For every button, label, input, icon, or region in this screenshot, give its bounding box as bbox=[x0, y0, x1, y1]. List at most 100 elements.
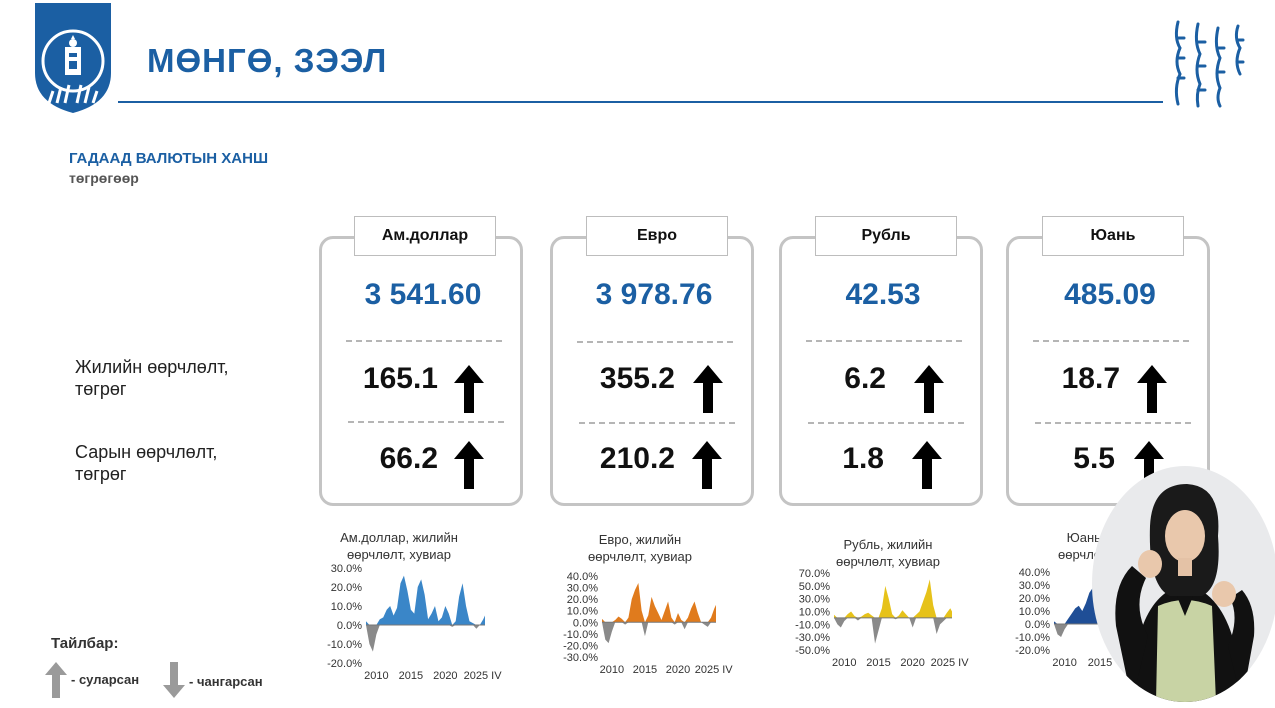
annual-change-rub: 6.2 bbox=[844, 362, 886, 395]
y-tick-label: 0.0% bbox=[573, 617, 598, 629]
annual-change-label-line1: Жилийн өөрчлөлт, bbox=[75, 357, 229, 377]
currency-rate-usd: 3 541.60 bbox=[364, 278, 482, 311]
currency-card-eur bbox=[550, 236, 754, 506]
y-tick-label: 20.0% bbox=[1019, 593, 1050, 605]
legend-down-label: - чангарсан bbox=[189, 674, 263, 689]
section-title: ГАДААД ВАЛЮТЫН ХАНШ bbox=[69, 150, 269, 167]
sign-language-interpreter-video bbox=[1092, 466, 1275, 702]
y-tick-label: 0.0% bbox=[1025, 619, 1050, 631]
chart-title-eur-line2: өөрчлөлт, хувиар bbox=[588, 549, 692, 564]
currency-name-rub: Рубль bbox=[815, 216, 957, 256]
page-title: МӨНГӨ, ЗЭЭЛ bbox=[147, 42, 388, 79]
currency-name-eur: Евро bbox=[586, 216, 728, 256]
y-tick-label: 20.0% bbox=[567, 594, 598, 606]
card-divider bbox=[348, 421, 504, 423]
y-tick-label: -20.0% bbox=[1015, 645, 1050, 657]
chart-title-rub-line1: Рубль, жилийн bbox=[843, 537, 933, 552]
negative-area bbox=[834, 617, 952, 644]
x-tick-label: 2025 IV bbox=[931, 657, 970, 669]
monthly-change-eur: 210.2 bbox=[599, 442, 675, 475]
currency-name-cny: Юань bbox=[1042, 216, 1184, 256]
y-tick-label: 20.0% bbox=[331, 582, 362, 594]
x-tick-label: 2015 bbox=[866, 657, 890, 669]
currency-rate-cny: 485.09 bbox=[1064, 278, 1156, 311]
monthly-change-usd: 66.2 bbox=[379, 442, 438, 475]
currency-card-rub bbox=[779, 236, 983, 506]
annual-change-eur: 355.2 bbox=[599, 362, 675, 395]
header-divider bbox=[118, 101, 1163, 103]
currency-card-usd bbox=[319, 236, 523, 506]
monthly-change-label: Сарын өөрчлөлт, төгрөг bbox=[75, 441, 217, 485]
card-divider bbox=[579, 422, 735, 424]
monthly-change-label-line2: төгрөг bbox=[75, 464, 127, 484]
card-divider bbox=[1033, 340, 1189, 342]
y-tick-label: -20.0% bbox=[327, 658, 362, 670]
x-tick-label: 2015 bbox=[633, 664, 657, 676]
chart-title-eur: Евро, жилийн өөрчлөлт, хувиар bbox=[560, 531, 720, 565]
chart-title-usd: Ам.доллар, жилийн өөрчлөлт, хувиар bbox=[318, 529, 480, 563]
x-tick-label: 2010 bbox=[1052, 657, 1076, 669]
arrow-up-icon bbox=[454, 365, 484, 413]
x-tick-label: 2025 IV bbox=[695, 664, 734, 676]
arrow-up-icon bbox=[454, 441, 484, 489]
x-tick-label: 2010 bbox=[364, 670, 388, 682]
y-tick-label: 40.0% bbox=[1019, 567, 1050, 579]
x-tick-label: 2025 IV bbox=[464, 670, 503, 682]
monthly-change-label-line1: Сарын өөрчлөлт, bbox=[75, 442, 218, 462]
chart-title-eur-line1: Евро, жилийн bbox=[598, 532, 682, 547]
arrow-up-icon bbox=[912, 441, 942, 489]
monthly-change-rub: 1.8 bbox=[842, 442, 884, 475]
positive-area bbox=[1054, 587, 1176, 624]
annual-change-label-line2: төгрөг bbox=[75, 379, 127, 399]
x-tick-label: 2015 bbox=[1088, 657, 1112, 669]
y-tick-label: 10.0% bbox=[799, 607, 830, 619]
x-tick-label: 2020 bbox=[433, 670, 457, 682]
y-tick-label: 10.0% bbox=[331, 601, 362, 613]
y-tick-label: 30.0% bbox=[567, 583, 598, 595]
card-divider bbox=[1035, 422, 1191, 424]
arrow-up-icon bbox=[914, 365, 944, 413]
y-tick-label: 40.0% bbox=[567, 571, 598, 583]
y-tick-label: 10.0% bbox=[1019, 606, 1050, 618]
negative-area bbox=[602, 622, 716, 644]
positive-area bbox=[366, 575, 485, 625]
currency-card-cny bbox=[1006, 236, 1210, 506]
x-tick-label: 2010 bbox=[832, 657, 856, 669]
y-tick-label: 70.0% bbox=[799, 568, 830, 580]
x-tick-label: 2010 bbox=[600, 664, 624, 676]
card-divider bbox=[346, 340, 502, 342]
currency-rate-rub: 42.53 bbox=[845, 278, 921, 311]
arrow-up-icon bbox=[1137, 365, 1167, 413]
x-tick-label: 2015 bbox=[399, 670, 423, 682]
mongol-script-logo bbox=[1174, 20, 1245, 108]
y-tick-label: -30.0% bbox=[563, 652, 598, 664]
arrow-up-icon bbox=[45, 662, 67, 698]
y-tick-label: -10.0% bbox=[795, 619, 830, 631]
y-tick-label: -10.0% bbox=[1015, 632, 1050, 644]
chart-title-rub: Рубль, жилийн өөрчлөлт, хувиар bbox=[808, 536, 968, 570]
arrow-up-icon bbox=[1134, 441, 1164, 489]
card-divider bbox=[806, 340, 962, 342]
card-divider bbox=[808, 422, 964, 424]
legend-title: Тайлбар: bbox=[51, 635, 119, 652]
arrow-up-icon bbox=[693, 365, 723, 413]
currency-rate-eur: 3 978.76 bbox=[595, 278, 713, 311]
y-tick-label: 30.0% bbox=[331, 563, 362, 575]
y-tick-label: 0.0% bbox=[337, 620, 362, 632]
annual-change-cny: 18.7 bbox=[1061, 362, 1120, 395]
chart-title-usd-line2: өөрчлөлт, хувиар bbox=[347, 547, 451, 562]
chart-title-usd-line1: Ам.доллар, жилийн bbox=[340, 530, 458, 545]
eur-annual-change-chart: 40.0%30.0%20.0%10.0%0.0%-10.0%-20.0%-30.… bbox=[563, 571, 734, 676]
annual-change-usd: 165.1 bbox=[362, 362, 438, 395]
arrow-up-icon bbox=[692, 441, 722, 489]
arrow-down-icon bbox=[163, 662, 185, 698]
positive-area bbox=[602, 582, 716, 623]
x-tick-label: 2020 bbox=[666, 664, 690, 676]
y-tick-label: -30.0% bbox=[795, 632, 830, 644]
annual-change-label: Жилийн өөрчлөлт, төгрөг bbox=[75, 356, 229, 400]
y-tick-label: -10.0% bbox=[563, 629, 598, 641]
y-tick-label: 10.0% bbox=[567, 606, 598, 618]
emblem-logo bbox=[35, 3, 111, 113]
y-tick-label: 30.0% bbox=[799, 594, 830, 606]
negative-area bbox=[366, 625, 485, 652]
